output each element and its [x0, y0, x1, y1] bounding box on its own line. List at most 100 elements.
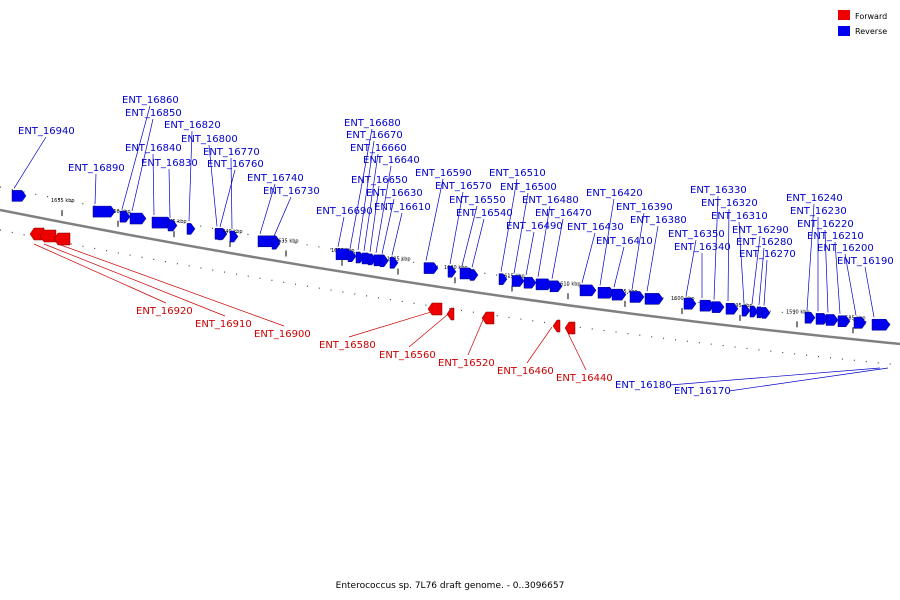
reverse-gene-arrow[interactable] [837, 315, 851, 327]
reverse-gene-arrow[interactable] [804, 311, 816, 324]
forward-gene-arrow[interactable] [481, 311, 495, 325]
reverse-gene-label[interactable]: ENT_16410 [596, 236, 653, 247]
reverse-gene-arrow[interactable] [871, 318, 891, 331]
reverse-gene-label[interactable]: ENT_16470 [535, 208, 592, 219]
reverse-gene-label[interactable]: ENT_16630 [366, 188, 423, 199]
forward-gene-arrow[interactable] [53, 232, 71, 246]
forward-gene-arrow[interactable] [427, 302, 443, 316]
reverse-gene-label[interactable]: ENT_16670 [346, 130, 403, 141]
reverse-gene-label[interactable]: ENT_16190 [837, 256, 894, 267]
reverse-gene-label[interactable]: ENT_16540 [456, 208, 513, 219]
reverse-gene-label[interactable]: ENT_16430 [567, 222, 624, 233]
reverse-gene-arrow[interactable] [611, 288, 627, 301]
reverse-gene-label[interactable]: ENT_16770 [203, 147, 260, 158]
reverse-gene-arrow[interactable] [119, 210, 131, 223]
reverse-gene-arrow[interactable] [379, 255, 389, 268]
reverse-gene-arrow[interactable] [711, 301, 725, 313]
reverse-gene-arrow[interactable] [423, 262, 439, 274]
reverse-gene-arrow[interactable] [825, 314, 839, 326]
reverse-gene-label[interactable]: ENT_16850 [125, 108, 182, 119]
reverse-gene-arrow[interactable] [447, 265, 457, 278]
reverse-gene-label[interactable]: ENT_16890 [68, 163, 125, 174]
reverse-gene-arrow[interactable] [853, 317, 867, 329]
reverse-gene-label[interactable]: ENT_16650 [351, 175, 408, 186]
forward-gene-arrow[interactable] [39, 229, 57, 243]
forward-gene-label[interactable]: ENT_16440 [556, 373, 613, 384]
reverse-gene-label[interactable]: ENT_16330 [690, 185, 747, 196]
reverse-gene-arrow[interactable] [217, 228, 227, 241]
reverse-gene-arrow[interactable] [597, 287, 615, 299]
reverse-gene-label[interactable]: ENT_16350 [668, 229, 725, 240]
reverse-gene-arrow[interactable] [725, 303, 739, 315]
reverse-gene-arrow[interactable] [389, 257, 399, 269]
reverse-gene-label[interactable]: ENT_16800 [181, 134, 238, 145]
reverse-gene-label[interactable]: ENT_16240 [786, 193, 843, 204]
reverse-gene-arrow[interactable] [186, 223, 196, 235]
reverse-gene-label[interactable]: ENT_16420 [586, 188, 643, 199]
reverse-gene-arrow[interactable] [511, 275, 525, 287]
reverse-gene-label[interactable]: ENT_16690 [316, 206, 373, 217]
reverse-gene-label[interactable]: ENT_16490 [506, 221, 563, 232]
reverse-gene-label[interactable]: ENT_16660 [350, 143, 407, 154]
forward-gene-label[interactable]: ENT_16560 [379, 350, 436, 361]
forward-gene-label[interactable]: ENT_16900 [254, 329, 311, 340]
reverse-gene-label[interactable]: ENT_16860 [122, 95, 179, 106]
reverse-gene-label[interactable]: ENT_16290 [732, 225, 789, 236]
reverse-gene-label[interactable]: ENT_16760 [207, 159, 264, 170]
reverse-gene-label[interactable]: ENT_16180 [615, 380, 672, 391]
reverse-gene-arrow[interactable] [741, 304, 751, 317]
reverse-gene-arrow[interactable] [229, 230, 239, 243]
reverse-gene-label[interactable]: ENT_16340 [674, 242, 731, 253]
reverse-gene-label[interactable]: ENT_16320 [701, 198, 758, 209]
reverse-gene-label[interactable]: ENT_16570 [435, 181, 492, 192]
reverse-gene-label[interactable]: ENT_16480 [522, 195, 579, 206]
reverse-gene-arrow[interactable] [644, 293, 664, 305]
reverse-gene-label[interactable]: ENT_16500 [500, 182, 557, 193]
reverse-gene-arrow[interactable] [761, 307, 771, 319]
reverse-gene-label[interactable]: ENT_16680 [344, 118, 401, 129]
reverse-gene-label[interactable]: ENT_16740 [247, 173, 304, 184]
reverse-gene-label[interactable]: ENT_16820 [164, 120, 221, 131]
reverse-gene-arrow[interactable] [469, 269, 479, 281]
reverse-gene-label[interactable]: ENT_16840 [125, 143, 182, 154]
reverse-gene-label[interactable]: ENT_16590 [415, 168, 472, 179]
reverse-gene-arrow[interactable] [549, 280, 563, 293]
reverse-gene-arrow[interactable] [167, 219, 178, 232]
reverse-gene-arrow[interactable] [498, 273, 508, 285]
reverse-gene-arrow[interactable] [92, 205, 116, 218]
forward-gene-arrow[interactable] [564, 321, 576, 335]
reverse-gene-arrow[interactable] [749, 305, 759, 318]
forward-gene-label[interactable]: ENT_16520 [438, 358, 495, 369]
reverse-gene-arrow[interactable] [629, 291, 645, 303]
reverse-gene-arrow[interactable] [579, 284, 597, 297]
reverse-gene-arrow[interactable] [683, 297, 697, 310]
reverse-gene-label[interactable]: ENT_16220 [797, 219, 854, 230]
reverse-gene-label[interactable]: ENT_16380 [630, 215, 687, 226]
reverse-gene-label[interactable]: ENT_16550 [449, 195, 506, 206]
forward-gene-arrow[interactable] [552, 319, 561, 333]
forward-gene-label[interactable]: ENT_16460 [497, 366, 554, 377]
reverse-gene-label[interactable]: ENT_16390 [616, 202, 673, 213]
reverse-gene-label[interactable]: ENT_16310 [711, 211, 768, 222]
reverse-gene-label[interactable]: ENT_16730 [263, 186, 320, 197]
reverse-gene-label[interactable]: ENT_16610 [374, 202, 431, 213]
reverse-gene-arrow[interactable] [347, 250, 357, 262]
reverse-gene-arrow[interactable] [11, 190, 27, 202]
reverse-gene-label[interactable]: ENT_16830 [141, 158, 198, 169]
reverse-gene-label[interactable]: ENT_16170 [674, 386, 731, 397]
forward-gene-label[interactable]: ENT_16580 [319, 340, 376, 351]
reverse-gene-label[interactable]: ENT_16640 [363, 155, 420, 166]
forward-gene-arrow[interactable] [446, 307, 455, 321]
reverse-gene-arrow[interactable] [523, 276, 537, 289]
reverse-gene-arrow[interactable] [271, 237, 281, 250]
reverse-gene-label[interactable]: ENT_16940 [18, 126, 75, 137]
reverse-gene-label[interactable]: ENT_16230 [790, 206, 847, 217]
forward-gene-label[interactable]: ENT_16920 [136, 306, 193, 317]
reverse-gene-label[interactable]: ENT_16280 [736, 237, 793, 248]
reverse-gene-arrow[interactable] [129, 212, 147, 225]
reverse-gene-label[interactable]: ENT_16270 [739, 249, 796, 260]
reverse-gene-arrow[interactable] [535, 278, 553, 291]
reverse-gene-label[interactable]: ENT_16210 [807, 231, 864, 242]
reverse-gene-label[interactable]: ENT_16510 [489, 168, 546, 179]
reverse-gene-label[interactable]: ENT_16200 [817, 243, 874, 254]
